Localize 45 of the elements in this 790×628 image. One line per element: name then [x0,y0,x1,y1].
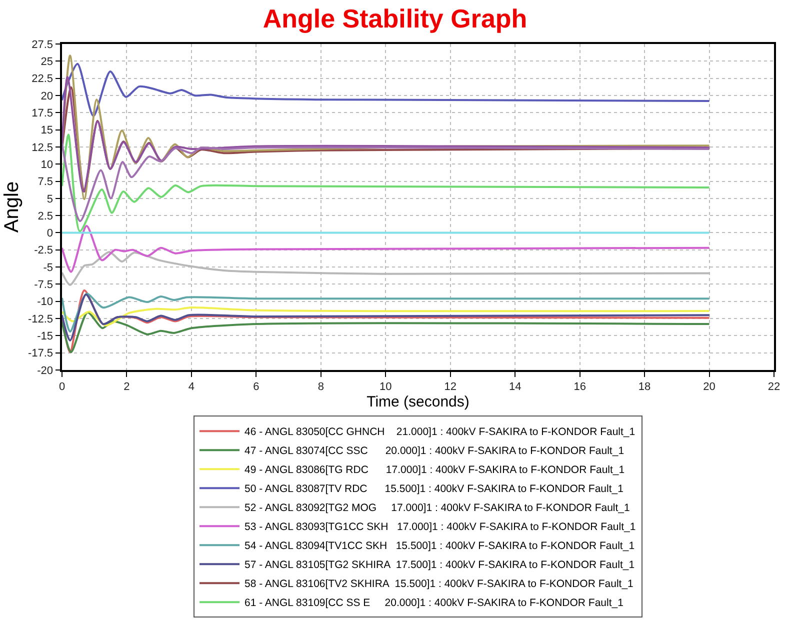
y-tick-label: 2.5 [38,210,54,222]
y-tick-label: 12.5 [32,142,54,154]
legend-label: 53 - ANGL 83093[TG1CC SKH 17.000]1 : 400kV F-SAKIRA to F-KONDOR Fault_1 [244,521,636,534]
y-tick-label: -10 [37,296,54,308]
y-tick-label: 10 [40,158,54,171]
x-tick-label: 18 [638,380,651,393]
x-tick-label: 10 [380,380,392,393]
y-axis-title: Angle [0,181,23,233]
x-tick-label: 4 [188,380,195,393]
y-tick-label: -12.5 [28,313,54,326]
y-tick-label: 25 [40,56,54,68]
legend-label: 61 - ANGL 83109[CC SS E 20.000]1 : 400kV F-SAKIRA to F-KONDOR Fault_1 [244,597,624,610]
legend-label: 49 - ANGL 83086[TG RDC 17.000]1 : 400kV F-SAKIRA to F-KONDOR Fault_1 [244,464,625,476]
legend-label: 47 - ANGL 83074[CC SSC 20.000]1 : 400kV F-SAKIRA to F-KONDOR Fault_1 [244,445,624,458]
y-tick-label: -2.5 [34,244,54,257]
y-tick-label: -17.5 [28,348,54,360]
x-tick-label: 12 [444,380,456,393]
legend-label: 50 - ANGL 83087[TV RDC 15.500]1 : 400kV F-SAKIRA to F-KONDOR Fault_1 [244,483,624,496]
y-tick-label: 27.5 [32,38,54,51]
legend-label: 57 - ANGL 83105[TG2 SKHIRA 17.500]1 : 400kV F-SAKIRA to F-KONDOR Fault_1 [244,559,635,572]
y-tick-label: -5 [43,262,54,274]
x-tick-label: 2 [124,380,130,393]
y-tick-label: 0 [46,228,54,240]
x-tick-label: 8 [318,380,324,393]
x-axis-title: Time (seconds) [366,393,470,410]
y-tick-label: 17.5 [32,107,54,120]
x-tick-label: 22 [768,380,780,393]
x-tick-label: 14 [508,380,522,393]
y-tick-label: 20 [40,90,54,102]
y-tick-label: 15 [40,124,54,137]
x-tick-label: 16 [574,380,586,393]
y-tick-label: 7.5 [38,176,54,188]
x-tick-label: 6 [253,380,260,393]
y-tick-label: 22.5 [32,73,54,86]
legend-label: 52 - ANGL 83092[TG2 MOG 17.000]1 : 400kV F-SAKIRA to F-KONDOR Fault_1 [244,502,630,514]
x-tick-label: 0 [58,380,66,393]
y-tick-label: -7.5 [34,279,54,292]
y-tick-label: -15 [37,330,54,343]
legend-label: 54 - ANGL 83094[TV1CC SKH 15.500]1 : 400kV F-SAKIRA to F-KONDOR Fault_1 [244,540,635,552]
x-tick-label: 20 [703,380,716,393]
legend-label: 46 - ANGL 83050[CC GHNCH 21.000]1 : 400kV F-SAKIRA to F-KONDOR Fault_1 [244,426,636,438]
y-tick-label: 5 [46,193,54,206]
chart-title: Angle Stability Graph [262,4,528,34]
legend-label: 58 - ANGL 83106[TV2 SKHIRA 15.500]1 : 400kV F-SAKIRA to F-KONDOR Fault_1 [244,578,634,590]
y-tick-label: -20 [37,364,54,377]
